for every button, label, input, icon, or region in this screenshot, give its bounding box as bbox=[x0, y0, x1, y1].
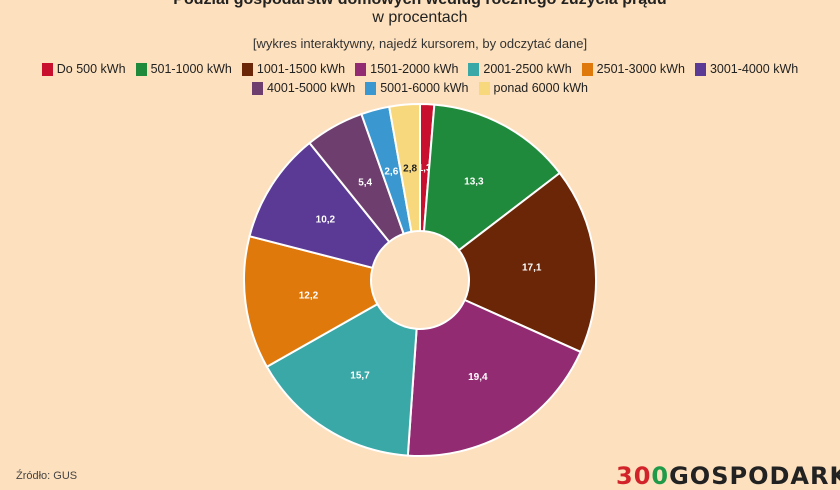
data-label: 5,4 bbox=[358, 177, 372, 188]
legend-item[interactable]: 1001-1500 kWh bbox=[241, 62, 346, 76]
legend-swatch bbox=[135, 62, 147, 76]
donut-slice[interactable] bbox=[406, 298, 582, 457]
legend-item[interactable]: 1501-2000 kWh bbox=[355, 62, 458, 76]
legend-label: 5001-6000 kWh bbox=[380, 81, 469, 95]
legend-label: 4001-5000 kWh bbox=[266, 81, 356, 95]
data-label: 2,8 bbox=[403, 163, 417, 174]
brand-logo: 300GOSPODARKA bbox=[616, 462, 840, 490]
data-label: 12,2 bbox=[299, 290, 319, 301]
data-label: 13,3 bbox=[464, 177, 484, 188]
data-label: 10,2 bbox=[316, 215, 336, 226]
legend-item[interactable]: 4001-5000 kWh bbox=[251, 81, 356, 95]
legend-label: 1001-1500 kWh bbox=[256, 62, 346, 76]
legend-swatch bbox=[365, 81, 377, 95]
legend-swatch bbox=[251, 81, 263, 95]
legend-item[interactable]: 2001-2500 kWh bbox=[468, 62, 572, 76]
legend-item[interactable]: Do 500 kWh bbox=[41, 62, 126, 76]
legend-swatch bbox=[241, 62, 253, 76]
legend-label: ponad 6000 kWh bbox=[493, 81, 589, 95]
data-label: 17,1 bbox=[522, 262, 542, 273]
legend-label: 2501-3000 kWh bbox=[596, 62, 685, 76]
chart-title: Podział gospodarstw domowych według rocz… bbox=[0, 0, 840, 9]
legend-swatch bbox=[581, 62, 593, 76]
legend-swatch bbox=[41, 62, 53, 76]
data-label: 1,3 bbox=[418, 163, 432, 174]
chart-legend: Do 500 kWh 501-1000 kWh 1001-1500 kWh 1501-… bbox=[40, 62, 800, 95]
donut-slice[interactable] bbox=[265, 302, 418, 457]
legend-item[interactable]: 2501-3000 kWh bbox=[581, 62, 685, 76]
legend-swatch bbox=[355, 62, 367, 76]
legend-swatch bbox=[478, 81, 490, 95]
donut-slice[interactable] bbox=[248, 141, 391, 270]
legend-label: 501-1000 kWh bbox=[150, 62, 232, 76]
legend-label: Do 500 kWh bbox=[56, 62, 126, 76]
legend-swatch bbox=[468, 62, 480, 76]
legend-label: 2001-2500 kWh bbox=[483, 62, 572, 76]
source-note: Źródło: GUS bbox=[16, 470, 78, 482]
data-label: 2,6 bbox=[384, 167, 398, 178]
donut-chart: 1,3 13,3 17,1 19,4 15,7 12,2 10,2 5,4 2,6 2,8 bbox=[243, 102, 597, 457]
data-label: 19,4 bbox=[468, 372, 488, 383]
donut-slice[interactable] bbox=[243, 235, 379, 369]
interactive-hint: [wykres interaktywny, najedź kursorem, b… bbox=[252, 36, 588, 51]
chart-subtitle: w procentach bbox=[372, 9, 468, 26]
legend-item[interactable]: 5001-6000 kWh bbox=[365, 81, 469, 95]
legend-item[interactable]: ponad 6000 kWh bbox=[478, 81, 589, 95]
donut-slice[interactable] bbox=[422, 103, 562, 252]
donut-slice[interactable] bbox=[457, 171, 597, 354]
legend-swatch bbox=[694, 62, 706, 76]
donut-slice[interactable] bbox=[388, 102, 421, 233]
legend-item[interactable]: 501-1000 kWh bbox=[135, 62, 232, 76]
legend-item[interactable]: 3001-4000 kWh bbox=[694, 62, 799, 76]
data-label: 15,7 bbox=[350, 371, 370, 382]
legend-label: 1501-2000 kWh bbox=[370, 62, 459, 76]
legend-label: 3001-4000 kWh bbox=[709, 62, 799, 76]
